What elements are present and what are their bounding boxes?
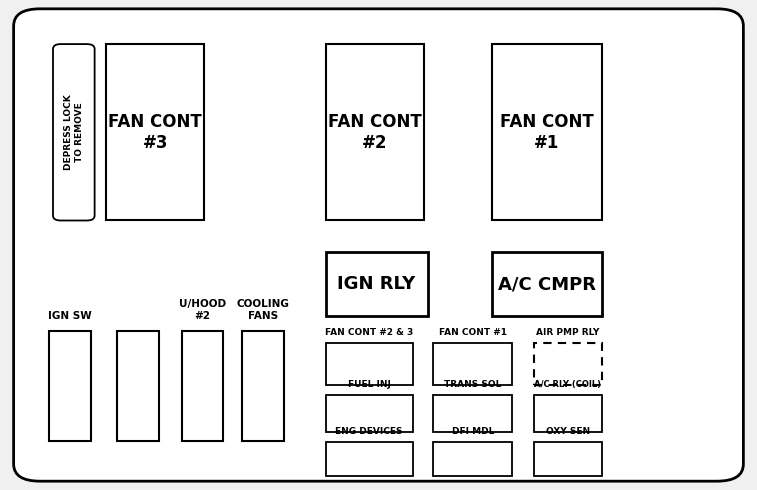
Bar <box>492 44 602 220</box>
Bar <box>326 44 424 220</box>
Text: ENG DEVICES: ENG DEVICES <box>335 427 403 436</box>
Text: COOLING
FANS: COOLING FANS <box>237 299 289 321</box>
Bar <box>433 442 512 476</box>
Text: A/C RLY (COIL): A/C RLY (COIL) <box>534 380 601 389</box>
Text: U/HOOD
#2: U/HOOD #2 <box>179 299 226 321</box>
Text: IGN SW: IGN SW <box>48 311 92 321</box>
Text: FAN CONT
#3: FAN CONT #3 <box>108 113 202 152</box>
Bar <box>492 252 602 316</box>
Bar <box>326 252 428 316</box>
Text: DEPRESS LOCK
TO REMOVE: DEPRESS LOCK TO REMOVE <box>64 95 83 170</box>
Bar <box>534 343 602 385</box>
Bar <box>106 44 204 220</box>
Bar <box>433 395 512 432</box>
Bar <box>326 395 413 432</box>
Bar <box>117 331 159 441</box>
Text: TRANS SOL: TRANS SOL <box>444 380 501 389</box>
Text: FAN CONT #2 & 3: FAN CONT #2 & 3 <box>325 328 413 337</box>
Bar <box>534 395 602 432</box>
Bar <box>433 343 512 385</box>
Bar <box>326 343 413 385</box>
Text: IGN RLY: IGN RLY <box>338 275 416 293</box>
Text: OXY SEN: OXY SEN <box>546 427 590 436</box>
Text: A/C CMPR: A/C CMPR <box>498 275 596 293</box>
Text: FUEL INJ: FUEL INJ <box>347 380 391 389</box>
Text: FAN CONT
#1: FAN CONT #1 <box>500 113 593 152</box>
Bar <box>242 331 284 441</box>
FancyBboxPatch shape <box>53 44 95 220</box>
Bar <box>182 331 223 441</box>
Text: FAN CONT #1: FAN CONT #1 <box>439 328 506 337</box>
FancyBboxPatch shape <box>14 9 743 481</box>
Bar <box>326 442 413 476</box>
Bar <box>49 331 91 441</box>
Text: DFI MDL: DFI MDL <box>452 427 494 436</box>
Text: AIR PMP RLY: AIR PMP RLY <box>536 328 600 337</box>
Text: FAN CONT
#2: FAN CONT #2 <box>328 113 422 152</box>
Bar <box>534 442 602 476</box>
